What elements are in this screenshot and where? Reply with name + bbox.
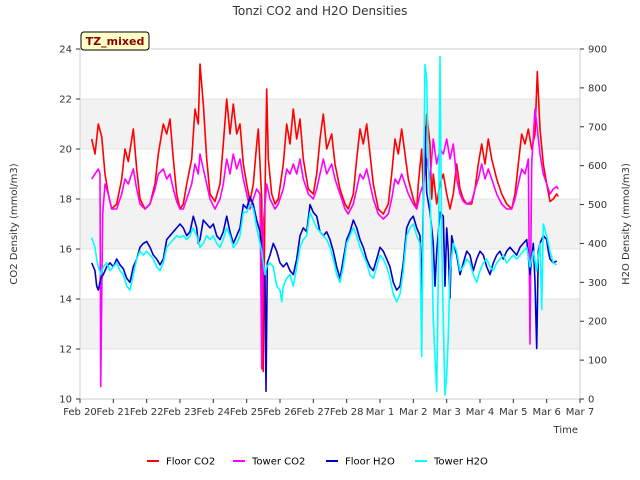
x-axis: Feb 20 Feb 21 Feb 22 Feb 23 Feb 24 Feb 25 Feb …	[63, 399, 594, 418]
y-right-tick-label: 500	[588, 200, 607, 211]
grid-band	[80, 349, 580, 399]
site-badge-label: TZ_mixed	[86, 35, 145, 48]
grid-band	[80, 299, 580, 349]
y-axis-right-label: H2O Density (mmol/m3)	[621, 163, 632, 285]
y-right-tick-label: 900	[588, 45, 607, 56]
y-axis-left: 10 12 14 16 18 20 22 24	[59, 45, 80, 406]
y-right-tick-label: 800	[588, 83, 607, 94]
y-left-tick-label: 18	[59, 195, 72, 206]
plot-frame	[79, 48, 581, 400]
x-tick-label: Mar 6	[532, 407, 560, 418]
y-right-tick-label: 300	[588, 278, 607, 289]
y-left-tick-label: 16	[59, 245, 72, 256]
y-left-tick-label: 20	[59, 145, 72, 156]
grid-band	[80, 149, 580, 199]
x-tick-label: Mar 1	[366, 407, 394, 418]
legend: Floor CO2 Tower CO2 Floor H2O Tower H2O	[147, 457, 488, 468]
x-tick-label: Feb 25	[230, 407, 264, 418]
y-left-tick-label: 22	[59, 95, 72, 106]
grid-bands	[80, 49, 580, 400]
y-right-tick-label: 700	[588, 122, 607, 133]
series-line-floor-h2o	[90, 126, 558, 392]
legend-label: Floor H2O	[345, 457, 395, 468]
y-right-tick-label: 200	[588, 317, 607, 328]
x-tick-label: Mar 3	[432, 407, 460, 418]
x-axis-label: Time	[553, 425, 578, 436]
y-right-tick-label: 600	[588, 161, 607, 172]
series-layer	[90, 56, 559, 396]
x-tick-label: Feb 28	[330, 407, 364, 418]
x-tick-label: Feb 23	[163, 407, 197, 418]
x-tick-label: Feb 27	[297, 407, 331, 418]
y-left-tick-label: 10	[59, 395, 72, 406]
x-tick-label: Mar 4	[466, 407, 494, 418]
legend-label: Tower CO2	[251, 457, 305, 468]
y-axis-left-label: CO2 Density (mmol/m3)	[9, 163, 20, 284]
y-right-tick-label: 100	[588, 356, 607, 367]
x-tick-label: Mar 7	[566, 407, 594, 418]
x-tick-label: Mar 2	[399, 407, 427, 418]
series-line-tower-h2o	[90, 56, 558, 396]
y-left-tick-label: 12	[59, 345, 72, 356]
y-left-tick-label: 14	[59, 295, 72, 306]
y-right-tick-label: 400	[588, 239, 607, 250]
grid-band	[80, 49, 580, 99]
series-line-tower-co2	[91, 108, 559, 388]
legend-label: Floor CO2	[166, 457, 215, 468]
series-line-floor-co2	[90, 63, 559, 373]
chart-title: Tonzi CO2 and H2O Densities	[232, 4, 408, 18]
y-right-tick-label: 0	[588, 395, 594, 406]
x-tick-label: Feb 20	[63, 407, 97, 418]
x-tick-label: Feb 24	[197, 407, 231, 418]
x-tick-label: Feb 26	[263, 407, 297, 418]
x-tick-label: Mar 5	[499, 407, 527, 418]
y-left-tick-label: 24	[59, 45, 72, 56]
x-tick-label: Feb 21	[97, 407, 131, 418]
x-tick-label: Feb 22	[130, 407, 164, 418]
y-axis-right: 0 100 200 300 400 500 600 700 800 900	[580, 45, 607, 406]
legend-label: Tower H2O	[433, 457, 488, 468]
site-badge	[80, 31, 150, 51]
